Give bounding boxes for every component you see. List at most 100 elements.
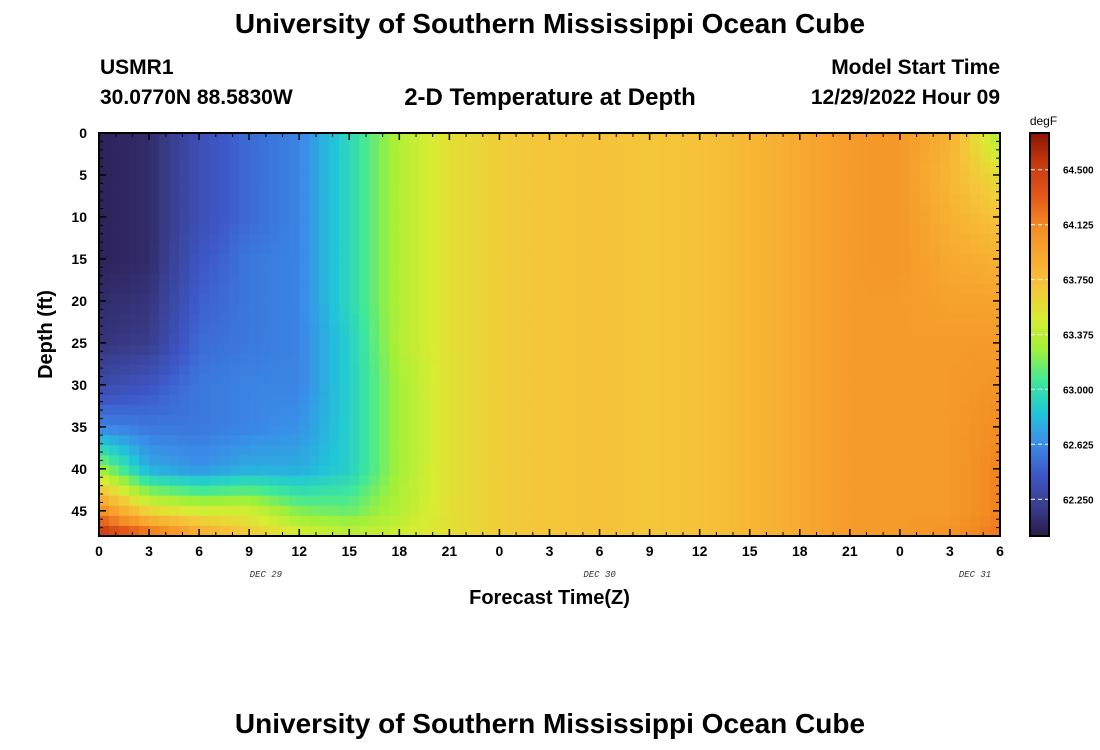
heatmap-cell: [119, 253, 130, 265]
heatmap-cell: [469, 193, 481, 205]
heatmap-cell: [659, 415, 671, 426]
heatmap-cell: [649, 505, 661, 517]
heatmap-cell: [979, 384, 991, 396]
heatmap-cell: [439, 505, 450, 517]
heatmap-cell: [839, 253, 851, 265]
heatmap-cell: [619, 364, 631, 376]
heatmap-cell: [369, 405, 380, 416]
heatmap-cell: [459, 525, 471, 537]
heatmap-cell: [199, 475, 210, 487]
heatmap-cell: [329, 435, 340, 446]
heatmap-cell: [699, 475, 711, 487]
heatmap-cell: [579, 495, 591, 507]
heatmap-cell: [159, 143, 170, 154]
heatmap-cell: [659, 163, 671, 174]
heatmap-cell: [719, 364, 731, 376]
heatmap-cell: [449, 243, 460, 255]
heatmap-cell: [949, 294, 961, 305]
heatmap-cell: [239, 133, 250, 144]
heatmap-cell: [109, 203, 120, 215]
heatmap-cell: [129, 364, 140, 376]
heatmap-cell: [349, 425, 360, 436]
heatmap-cell: [239, 183, 250, 195]
heatmap-cell: [109, 475, 120, 487]
heatmap-cell: [669, 435, 681, 446]
heatmap-cell: [439, 374, 450, 386]
heatmap-cell: [239, 203, 250, 215]
heatmap-cell: [589, 475, 601, 487]
heatmap-cell: [719, 435, 731, 446]
heatmap-cell: [329, 173, 340, 184]
heatmap-cell: [299, 445, 310, 456]
heatmap-cell: [209, 163, 220, 174]
heatmap-cell: [619, 284, 631, 295]
heatmap-cell: [749, 384, 761, 396]
heatmap-cell: [509, 183, 521, 195]
heatmap-cell: [489, 153, 501, 164]
heatmap-cell: [859, 183, 871, 195]
heatmap-cell: [749, 324, 761, 336]
heatmap-cell: [569, 153, 581, 164]
heatmap-cell: [269, 525, 280, 537]
heatmap-cell: [459, 324, 471, 336]
heatmap-cell: [859, 465, 871, 477]
heatmap-cell: [689, 153, 701, 164]
heatmap-cell: [719, 294, 731, 305]
heatmap-cell: [529, 415, 541, 426]
heatmap-cell: [939, 455, 951, 467]
heatmap-cell: [759, 223, 771, 235]
heatmap-cell: [859, 495, 871, 507]
heatmap-cell: [479, 465, 491, 477]
heatmap-cell: [959, 505, 971, 517]
heatmap-cell: [339, 415, 350, 426]
colorbar-tick-label: 63.750: [1063, 276, 1094, 287]
heatmap-cell: [159, 364, 170, 376]
heatmap-cell: [429, 314, 440, 326]
heatmap-cell: [459, 334, 471, 346]
heatmap-cell: [239, 394, 250, 406]
heatmap-cell: [169, 334, 180, 346]
heatmap-cell: [979, 304, 991, 315]
heatmap-cell: [699, 364, 711, 376]
heatmap-cell: [399, 354, 410, 366]
heatmap-cell: [969, 374, 981, 386]
heatmap-cell: [779, 133, 791, 144]
heatmap-cell: [919, 475, 931, 487]
heatmap-cell: [969, 263, 981, 275]
heatmap-cell: [899, 213, 911, 225]
heatmap-cell: [549, 384, 561, 396]
heatmap-cell: [169, 525, 180, 537]
heatmap-cell: [829, 284, 841, 295]
heatmap-cell: [169, 253, 180, 265]
heatmap-cell: [849, 525, 861, 537]
heatmap-cell: [819, 153, 831, 164]
heatmap-cell: [259, 435, 270, 446]
heatmap-cell: [159, 405, 170, 416]
heatmap-cell: [729, 334, 741, 346]
heatmap-cell: [119, 364, 130, 376]
heatmap-cell: [209, 274, 220, 285]
heatmap-cell: [349, 173, 360, 184]
heatmap-cell: [819, 475, 831, 487]
heatmap-cell: [519, 334, 531, 346]
heatmap-cell: [669, 223, 681, 235]
heatmap-cell: [609, 495, 621, 507]
heatmap-cell: [959, 133, 971, 144]
heatmap-cell: [509, 223, 521, 235]
heatmap-cell: [739, 485, 751, 497]
heatmap-cell: [389, 294, 400, 305]
heatmap-cell: [519, 263, 531, 275]
heatmap-cell: [459, 263, 471, 275]
heatmap-cell: [929, 405, 941, 416]
heatmap-cell: [569, 284, 581, 295]
heatmap-cell: [269, 394, 280, 406]
heatmap-cell: [269, 435, 280, 446]
heatmap-cell: [339, 425, 350, 436]
heatmap-cell: [199, 465, 210, 477]
heatmap-cell: [159, 243, 170, 255]
heatmap-cell: [519, 405, 531, 416]
heatmap-cell: [489, 263, 501, 275]
heatmap-cell: [369, 435, 380, 446]
heatmap-cell: [359, 394, 370, 406]
heatmap-cell: [859, 425, 871, 436]
